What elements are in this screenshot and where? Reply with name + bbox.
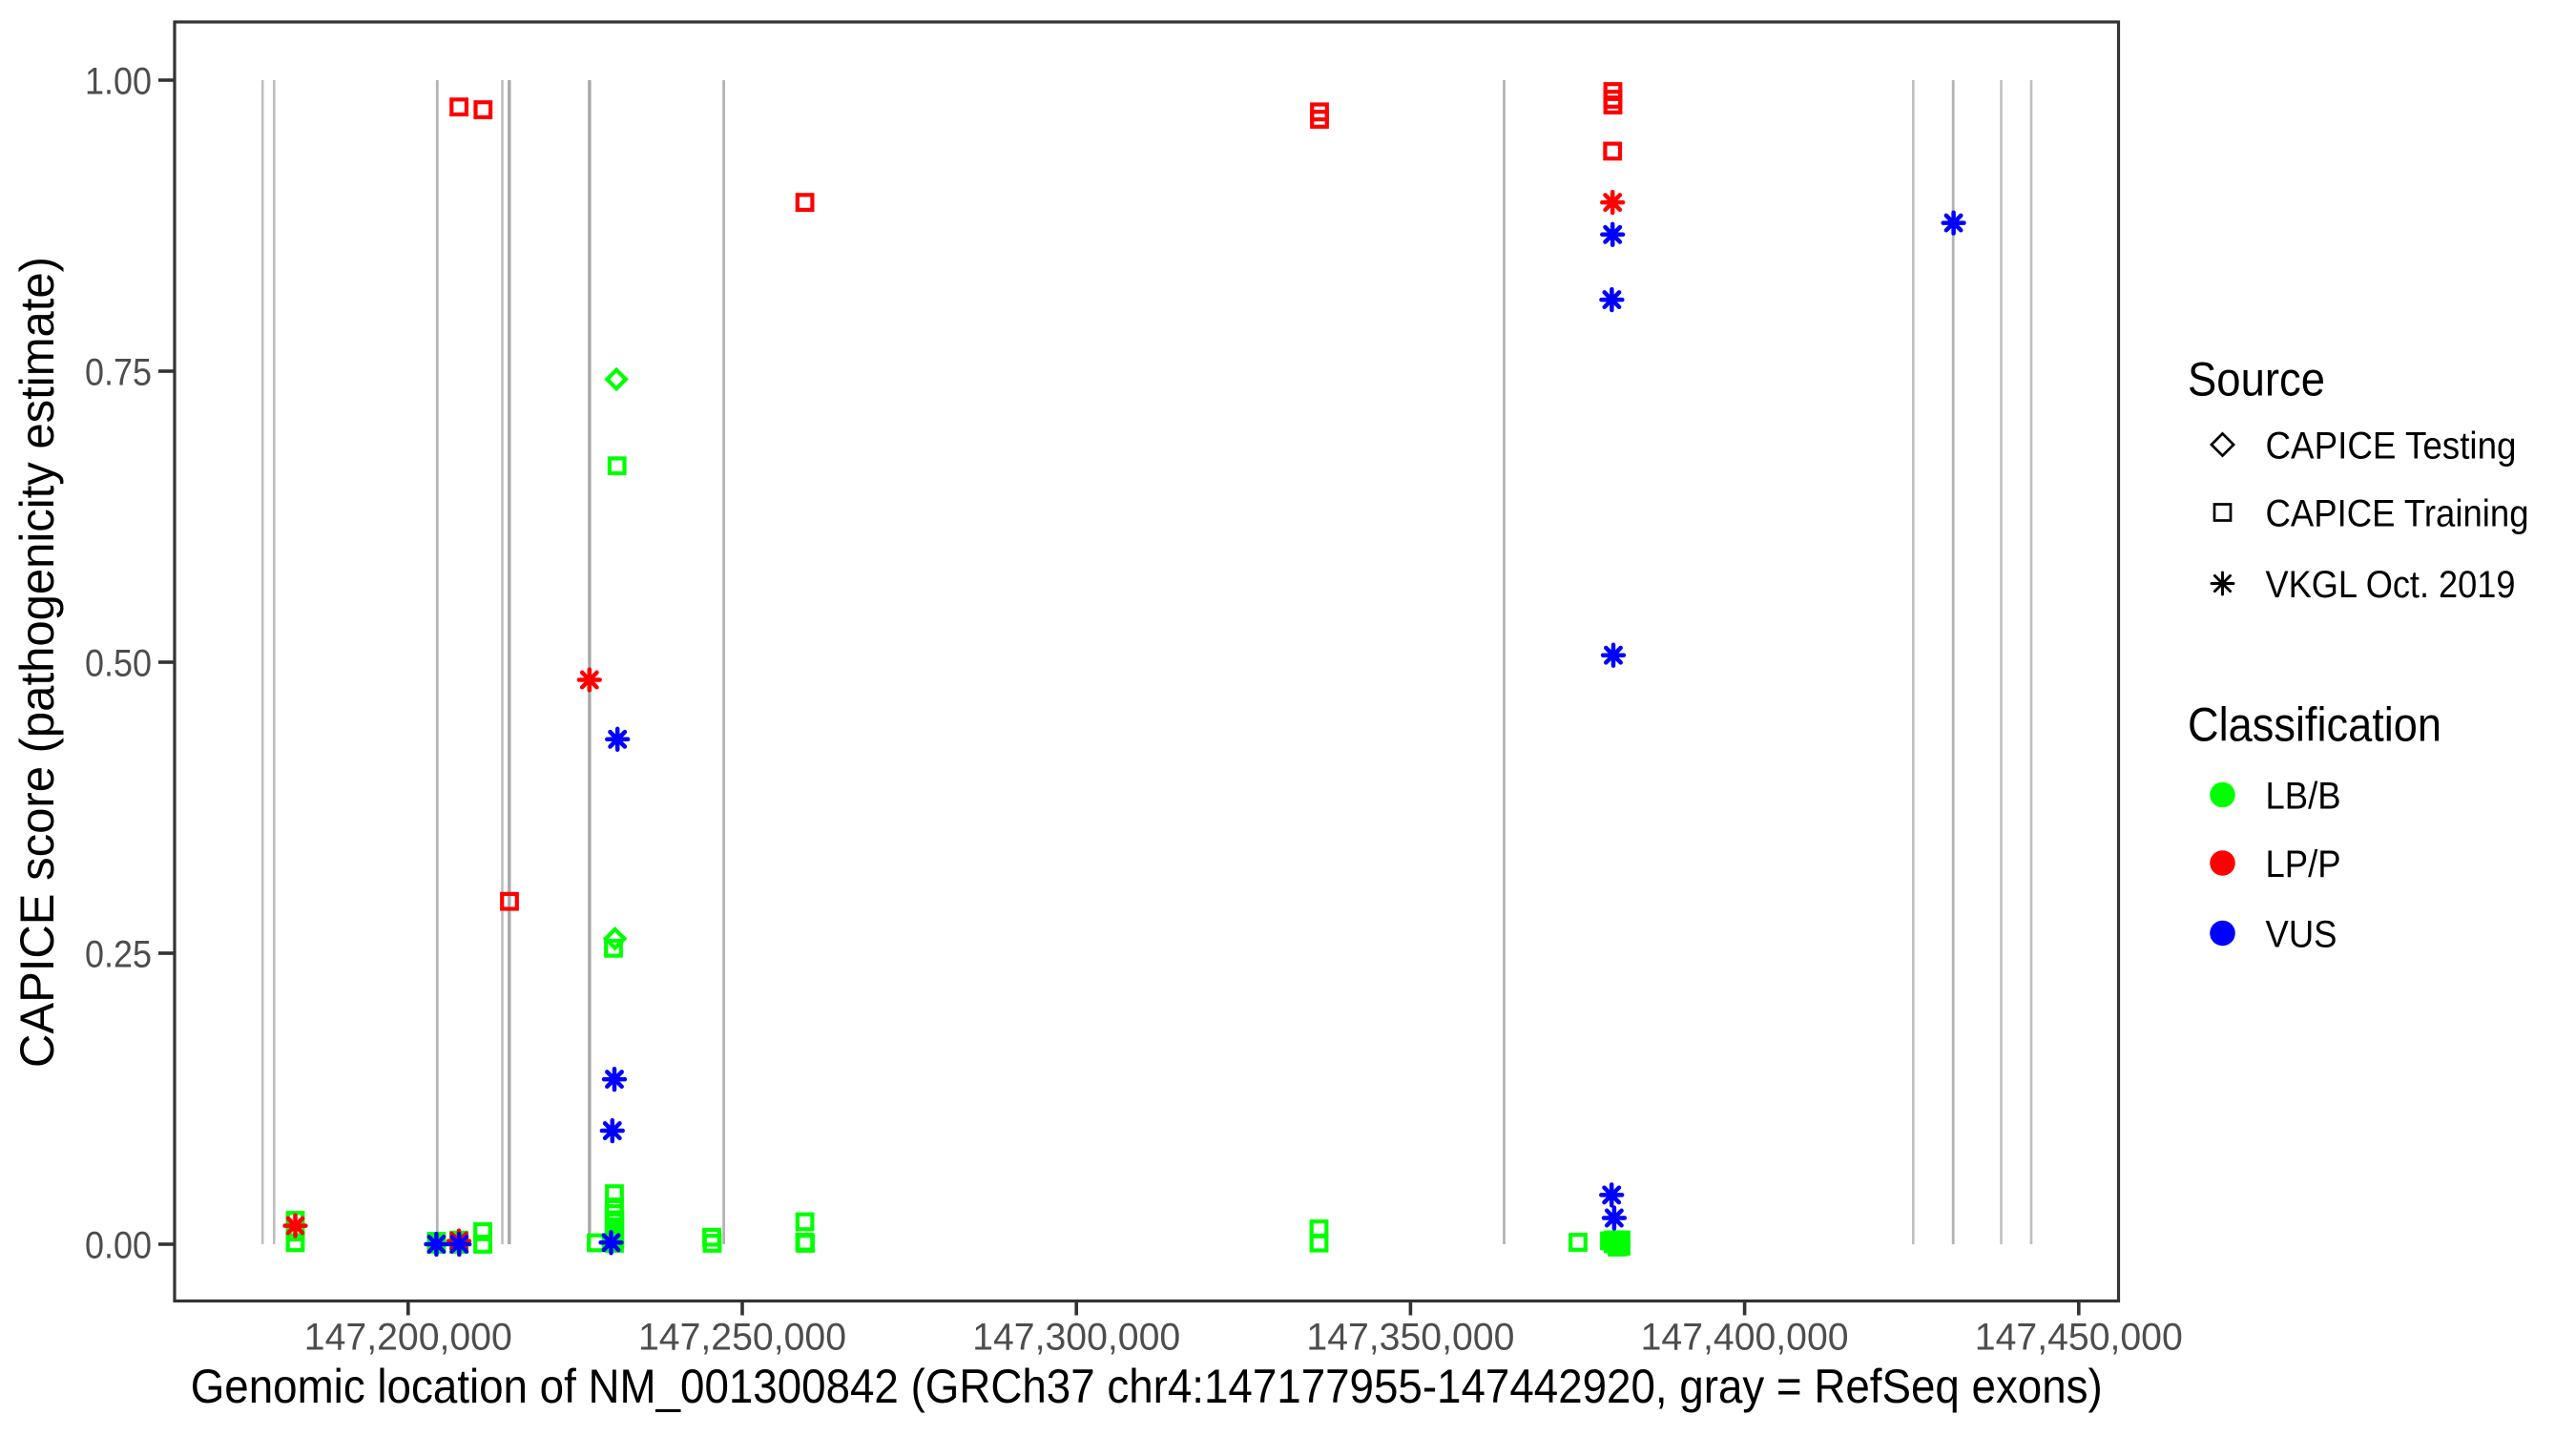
svg-text:0.50: 0.50: [85, 643, 152, 685]
svg-text:CAPICE score (pathogenicity es: CAPICE score (pathogenicity estimate): [10, 257, 64, 1068]
svg-text:CAPICE Testing: CAPICE Testing: [2266, 426, 2517, 468]
svg-text:147,300,000: 147,300,000: [972, 1316, 1180, 1358]
svg-text:VKGL Oct. 2019: VKGL Oct. 2019: [2266, 564, 2516, 606]
svg-text:0.25: 0.25: [85, 934, 152, 976]
svg-text:147,250,000: 147,250,000: [638, 1316, 846, 1358]
svg-text:CAPICE Training: CAPICE Training: [2266, 493, 2529, 535]
svg-text:147,200,000: 147,200,000: [304, 1316, 512, 1358]
svg-text:LB/B: LB/B: [2266, 776, 2341, 818]
svg-text:Classification: Classification: [2188, 698, 2441, 752]
svg-text:147,450,000: 147,450,000: [1975, 1316, 2183, 1358]
svg-text:Genomic location of NM_0013008: Genomic location of NM_001300842 (GRCh37…: [191, 1360, 2103, 1413]
svg-text:LP/P: LP/P: [2266, 843, 2341, 885]
svg-text:147,350,000: 147,350,000: [1306, 1316, 1514, 1358]
svg-text:1.00: 1.00: [85, 61, 152, 103]
svg-text:Source: Source: [2188, 353, 2325, 406]
svg-text:0.00: 0.00: [85, 1225, 152, 1267]
svg-text:0.75: 0.75: [85, 352, 152, 394]
svg-text:VUS: VUS: [2266, 914, 2337, 956]
svg-text:147,400,000: 147,400,000: [1641, 1316, 1849, 1358]
